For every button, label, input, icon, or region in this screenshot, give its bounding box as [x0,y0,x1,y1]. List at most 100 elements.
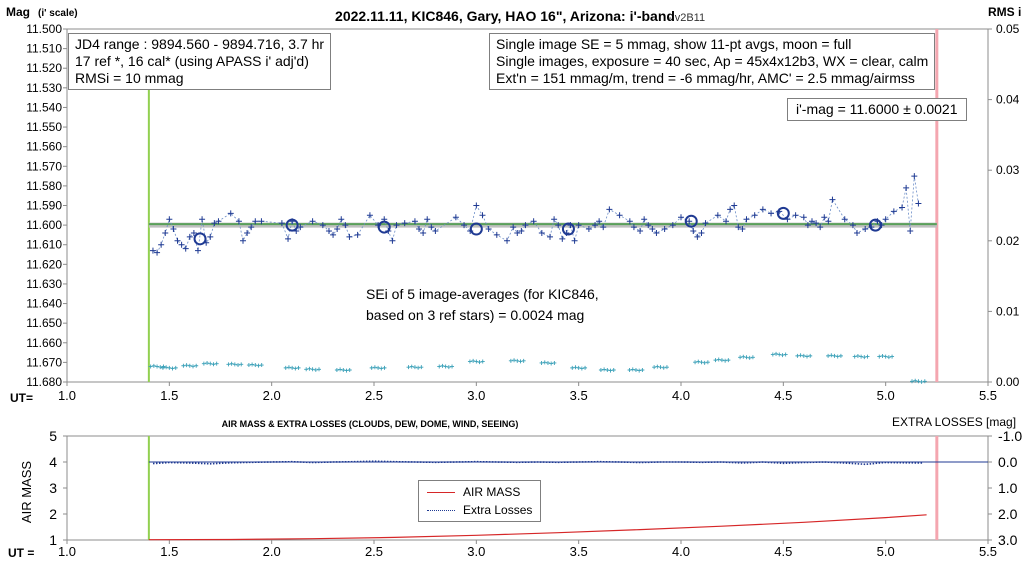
single-image-point [551,216,558,223]
single-image-point [571,237,578,244]
rms-point [573,365,578,370]
average-point [684,214,698,228]
single-image-point [154,249,161,256]
rms-point [883,354,888,359]
rms-point [293,366,298,371]
lower-y2-axis-label: EXTRA LOSSES [mag] [892,415,1016,429]
average-point [868,218,882,232]
single-image-point [637,227,644,234]
rms-point [283,365,288,370]
single-image-point [899,204,906,211]
rms-point [696,359,701,364]
lower-y-tick-label: 1 [49,532,57,548]
rms-point [777,352,782,357]
rms-point [801,353,806,358]
legend-swatch-air-mass [427,492,455,494]
lower-x-tick-label: 3.5 [570,544,588,559]
rms-point [471,358,476,363]
y-tick-label: 11.590 [26,199,62,213]
rms-point [713,358,718,363]
rms-point [886,355,891,360]
rms-point [829,353,834,358]
single-image-point [714,212,721,219]
y-tick-label: 11.550 [26,120,62,134]
air-mass-line [148,514,927,541]
main-chart-title: 2022.11.11, KIC846, Gary, HAO 16", Arizo… [335,8,675,24]
single-image-point [401,220,408,227]
x-tick-label: 1.5 [160,388,178,403]
extra-losses-line [152,460,923,466]
single-image-point [538,229,545,236]
single-image-point [342,222,349,229]
rms-point [744,355,749,360]
single-image-point [252,218,259,225]
rms-point [181,363,186,368]
rms-point [518,359,523,364]
rms-point [521,358,526,363]
y2-tick-label: 0.05 [996,22,1020,36]
single-image-point [630,224,637,231]
y-tick-label: 11.500 [26,22,62,36]
rms-point [419,365,424,370]
y-tick-label: 11.640 [26,297,62,311]
single-image-point [862,226,869,233]
lower-x-tick-label: 2.0 [263,544,281,559]
x-tick-label: 4.5 [774,388,792,403]
rms-point [191,364,195,369]
lower-y-tick-label: 2 [49,506,57,522]
single-image-point [248,224,255,231]
single-image-point [162,229,169,236]
single-image-point [522,222,529,229]
single-image-point [518,227,525,234]
single-image-point [338,216,345,223]
rms-point [440,363,445,368]
rms-point [808,353,813,358]
average-point [377,220,391,234]
single-image-point [149,247,156,254]
mag-result-box: i'-mag = 11.6000 ± 0.0021 [787,98,967,121]
single-image-point [485,226,492,233]
rms-point [576,365,581,370]
single-image-point [547,233,554,240]
single-image-point [190,229,197,236]
single-image-point [504,237,511,244]
rms-point [702,360,707,365]
single-image-point [678,214,684,221]
rms-point [382,365,387,370]
single-image-point [166,216,173,223]
single-image-point [258,218,265,225]
legend-box: AIR MASS Extra Losses [418,480,542,522]
y-tick-label: 11.670 [26,355,62,369]
single-image-point [649,226,656,233]
single-image-point [559,235,566,242]
rms-point [542,360,547,365]
single-image-point [330,231,337,238]
rms-point [208,361,213,366]
rms-point [652,365,657,370]
y-tick-label: 11.530 [26,81,62,95]
rms-point [913,378,918,383]
rms-point [719,358,724,363]
rms-point [412,365,417,370]
rms-point [770,352,775,357]
rms-point [372,365,377,370]
average-point [469,222,483,236]
lower-x-tick-label: 1.5 [160,544,178,559]
y2-tick-label: 0.00 [996,375,1020,389]
single-image-point [393,222,400,229]
rms-point [552,360,557,365]
average-point [193,232,207,246]
single-image-point [461,222,468,229]
rms-point [664,365,669,370]
single-image-point [792,212,799,219]
single-image-point [366,212,373,219]
single-image-point [432,227,439,234]
single-image-connector [152,176,919,254]
lower-y2-tick-label: 3.0 [998,532,1018,548]
rms-point [409,364,414,369]
rms-point [774,351,779,356]
rms-point [187,363,192,368]
lower-y-tick-label: 4 [49,454,57,470]
y2-axis-label: RMS i [988,5,1021,19]
rms-point [738,355,743,360]
